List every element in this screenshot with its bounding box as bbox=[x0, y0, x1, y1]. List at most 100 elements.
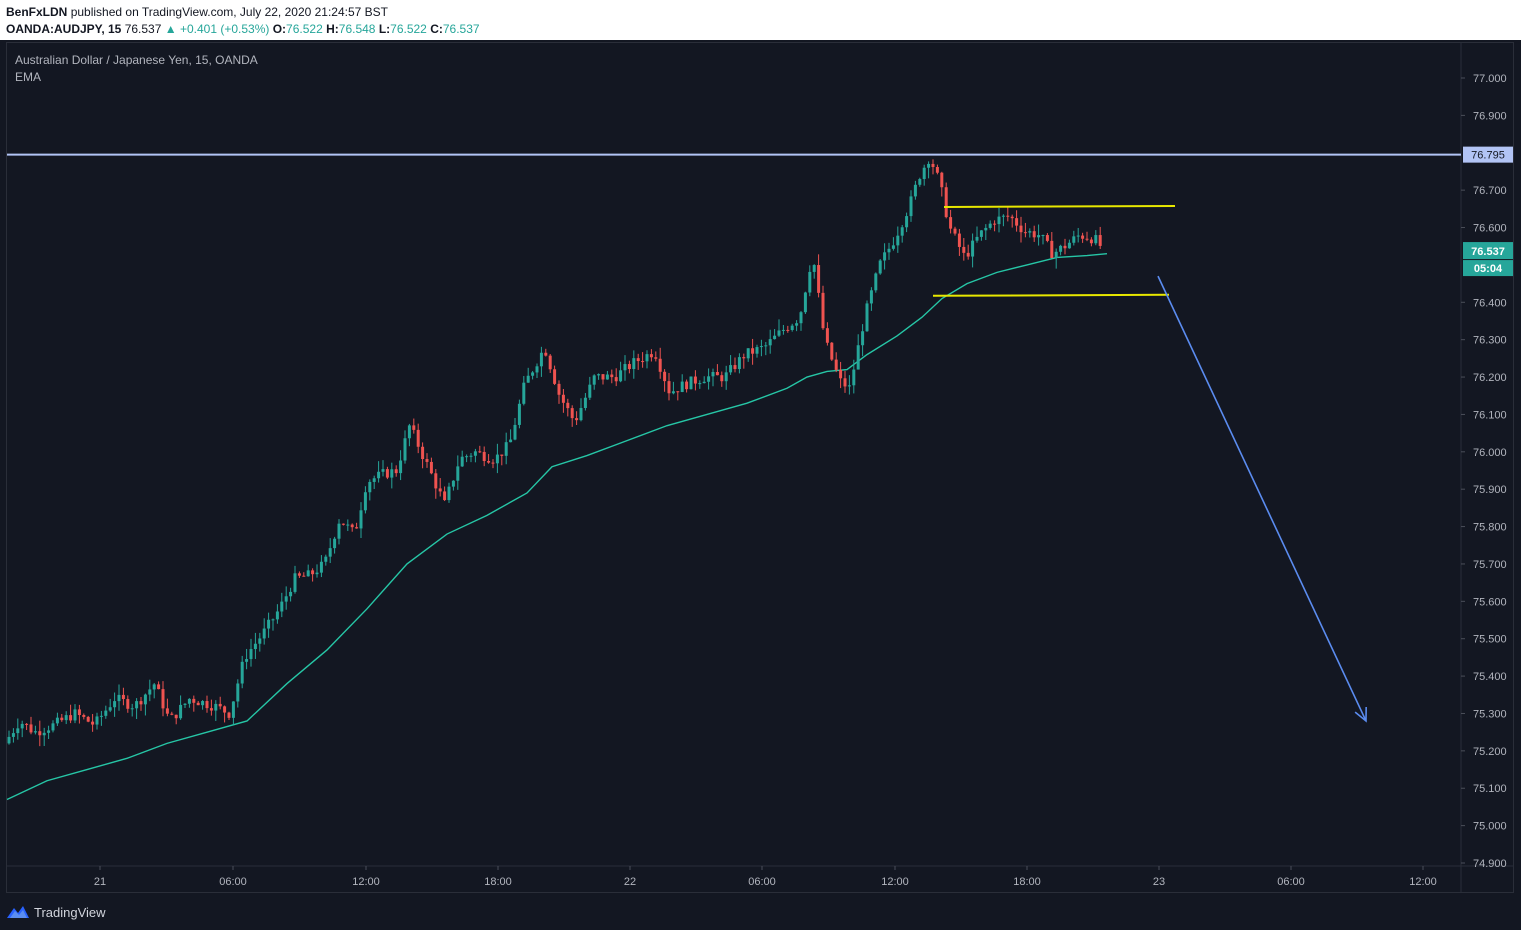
indicator-label[interactable]: EMA bbox=[15, 70, 42, 84]
candle-body[interactable] bbox=[372, 478, 376, 482]
candle-body[interactable] bbox=[236, 683, 240, 702]
candle-body[interactable] bbox=[874, 273, 878, 291]
candle-body[interactable] bbox=[619, 370, 623, 382]
candle-body[interactable] bbox=[1010, 216, 1014, 219]
candle-body[interactable] bbox=[165, 708, 169, 714]
candle-body[interactable] bbox=[148, 689, 152, 695]
candle-body[interactable] bbox=[319, 561, 323, 573]
candle-body[interactable] bbox=[341, 523, 345, 525]
candle-body[interactable] bbox=[641, 361, 645, 363]
candle-body[interactable] bbox=[535, 366, 539, 373]
candle-body[interactable] bbox=[95, 716, 99, 725]
candle-body[interactable] bbox=[539, 352, 543, 367]
candle-body[interactable] bbox=[407, 425, 411, 439]
candle-body[interactable] bbox=[588, 384, 592, 398]
candle-body[interactable] bbox=[412, 425, 416, 430]
candle-body[interactable] bbox=[209, 708, 213, 711]
candle-body[interactable] bbox=[91, 721, 95, 725]
candle-body[interactable] bbox=[64, 715, 68, 721]
candle-body[interactable] bbox=[275, 611, 279, 620]
candle-body[interactable] bbox=[623, 364, 627, 371]
candle-body[interactable] bbox=[77, 709, 81, 716]
candle-body[interactable] bbox=[333, 538, 337, 549]
candle-body[interactable] bbox=[1076, 235, 1080, 237]
candle-body[interactable] bbox=[966, 252, 970, 257]
candle-body[interactable] bbox=[86, 716, 90, 722]
candle-body[interactable] bbox=[927, 163, 931, 168]
candle-body[interactable] bbox=[579, 407, 583, 421]
candle-body[interactable] bbox=[993, 223, 997, 225]
candle-body[interactable] bbox=[900, 227, 904, 236]
candle-body[interactable] bbox=[575, 418, 579, 421]
candle-body[interactable] bbox=[799, 312, 803, 324]
candle-body[interactable] bbox=[878, 260, 882, 274]
candle-body[interactable] bbox=[997, 216, 1001, 225]
candle-body[interactable] bbox=[918, 179, 922, 185]
candle-body[interactable] bbox=[632, 358, 636, 370]
candle-body[interactable] bbox=[729, 365, 733, 373]
candle-body[interactable] bbox=[548, 355, 552, 370]
candle-body[interactable] bbox=[605, 374, 609, 380]
footer-brand[interactable]: TradingView bbox=[6, 902, 106, 922]
candle-body[interactable] bbox=[1037, 235, 1041, 238]
candle-body[interactable] bbox=[627, 364, 631, 370]
candle-body[interactable] bbox=[121, 694, 125, 700]
candle-body[interactable] bbox=[531, 372, 535, 376]
candle-body[interactable] bbox=[812, 265, 816, 272]
candle-body[interactable] bbox=[649, 354, 653, 358]
candle-body[interactable] bbox=[1098, 235, 1102, 246]
candle-body[interactable] bbox=[306, 570, 310, 577]
candle-body[interactable] bbox=[179, 704, 183, 719]
candle-body[interactable] bbox=[808, 271, 812, 293]
candle-body[interactable] bbox=[676, 391, 680, 393]
candle-body[interactable] bbox=[157, 684, 161, 690]
candle-body[interactable] bbox=[746, 348, 750, 359]
projection-arrow[interactable] bbox=[1157, 275, 1367, 722]
candle-body[interactable] bbox=[733, 365, 737, 370]
range-bottom-line[interactable] bbox=[932, 293, 1170, 297]
candle-body[interactable] bbox=[971, 240, 975, 257]
candle-body[interactable] bbox=[1094, 235, 1098, 244]
candle-body[interactable] bbox=[113, 701, 117, 708]
candle-body[interactable] bbox=[610, 374, 614, 378]
candle-body[interactable] bbox=[905, 216, 909, 228]
candle-body[interactable] bbox=[1032, 231, 1036, 238]
candle-body[interactable] bbox=[852, 369, 856, 386]
candle-body[interactable] bbox=[218, 703, 222, 707]
candle-body[interactable] bbox=[522, 382, 526, 404]
candle-body[interactable] bbox=[935, 167, 939, 173]
candle-body[interactable] bbox=[258, 638, 262, 644]
candle-body[interactable] bbox=[403, 438, 407, 461]
candle-body[interactable] bbox=[240, 661, 244, 684]
candle-body[interactable] bbox=[984, 227, 988, 231]
candle-body[interactable] bbox=[381, 469, 385, 472]
candle-body[interactable] bbox=[443, 491, 447, 501]
candle-body[interactable] bbox=[73, 709, 77, 721]
candle-body[interactable] bbox=[790, 325, 794, 330]
candle-body[interactable] bbox=[724, 372, 728, 382]
candle-body[interactable] bbox=[1019, 225, 1023, 233]
candle-body[interactable] bbox=[509, 439, 513, 443]
candle-body[interactable] bbox=[205, 701, 209, 709]
candle-body[interactable] bbox=[1054, 251, 1058, 258]
candle-body[interactable] bbox=[350, 524, 354, 528]
candle-body[interactable] bbox=[601, 374, 605, 380]
candle-body[interactable] bbox=[553, 369, 557, 384]
candle-body[interactable] bbox=[614, 377, 618, 382]
candle-body[interactable] bbox=[680, 381, 684, 393]
candle-body[interactable] bbox=[174, 714, 178, 719]
candle-body[interactable] bbox=[869, 290, 873, 304]
candle-body[interactable] bbox=[99, 715, 103, 717]
candle-body[interactable] bbox=[337, 523, 341, 539]
candle-body[interactable] bbox=[152, 684, 156, 690]
candle-body[interactable] bbox=[69, 715, 73, 721]
candle-body[interactable] bbox=[636, 358, 640, 362]
candle-body[interactable] bbox=[346, 524, 350, 526]
candle-body[interactable] bbox=[161, 689, 165, 709]
candle-body[interactable] bbox=[891, 245, 895, 249]
candle-body[interactable] bbox=[267, 619, 271, 629]
candle-body[interactable] bbox=[975, 236, 979, 241]
candle-body[interactable] bbox=[883, 252, 887, 261]
candle-body[interactable] bbox=[11, 733, 15, 737]
